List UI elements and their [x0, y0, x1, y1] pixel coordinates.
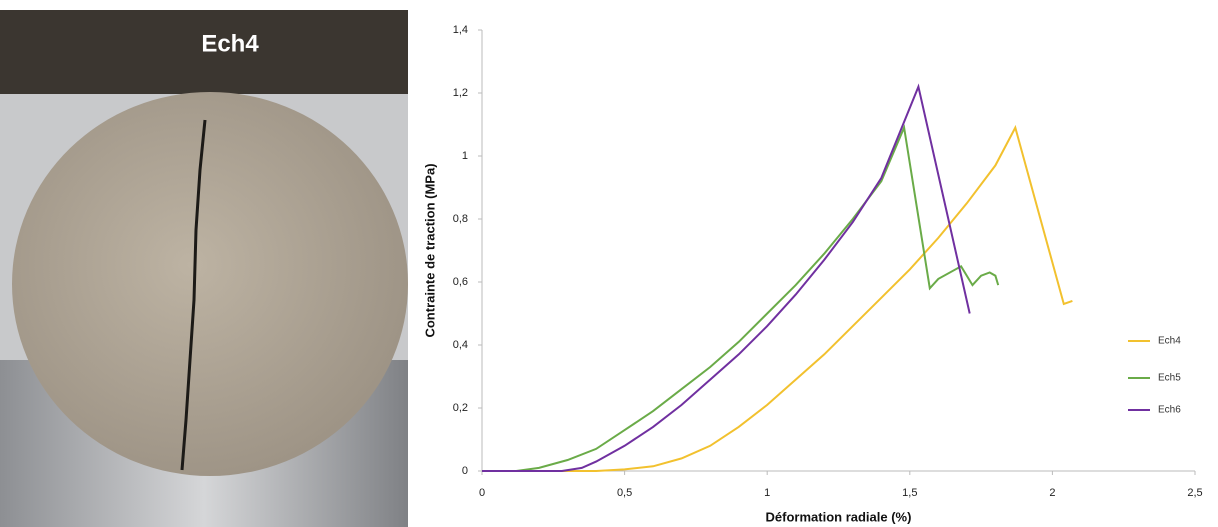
legend-label: Ech4: [1158, 336, 1181, 347]
specimen: [12, 92, 408, 476]
photo-label: Ech4: [201, 30, 259, 57]
series-line: [482, 124, 1073, 472]
y-axis-label: Contrainte de traction (MPa): [422, 163, 437, 337]
x-tick-label: 0: [479, 487, 485, 499]
legend-label: Ech6: [1158, 405, 1181, 416]
series-line: [482, 83, 971, 472]
y-tick-label: 0,4: [453, 339, 468, 351]
y-tick-label: 1: [462, 150, 468, 162]
chart: 0 0,2 0,4 0,6 0,8 1 1,2 1,4 0 0,5 1 1,5 2 2,5 Déformat…: [422, 24, 1202, 525]
y-tick-label: 1,4: [453, 24, 468, 36]
x-tick-label: 1,5: [902, 487, 917, 499]
photo: Ech4: [0, 10, 408, 527]
y-tick-label: 0,6: [453, 276, 468, 288]
x-tick-label: 0,5: [617, 487, 632, 499]
y-tick-label: 0: [462, 465, 468, 477]
series-line: [482, 124, 1000, 472]
x-axis-label: Déformation radiale (%): [766, 509, 912, 524]
legend-label: Ech5: [1158, 373, 1181, 384]
x-tick-label: 1: [764, 487, 770, 499]
top-plate: [0, 10, 408, 94]
y-tick-label: 1,2: [453, 87, 468, 99]
x-tick-label: 2: [1049, 487, 1055, 499]
y-tick-label: 0,8: [453, 213, 468, 225]
y-tick-label: 0,2: [453, 402, 468, 414]
x-tick-label: 2,5: [1187, 487, 1202, 499]
crack: [180, 119, 207, 471]
